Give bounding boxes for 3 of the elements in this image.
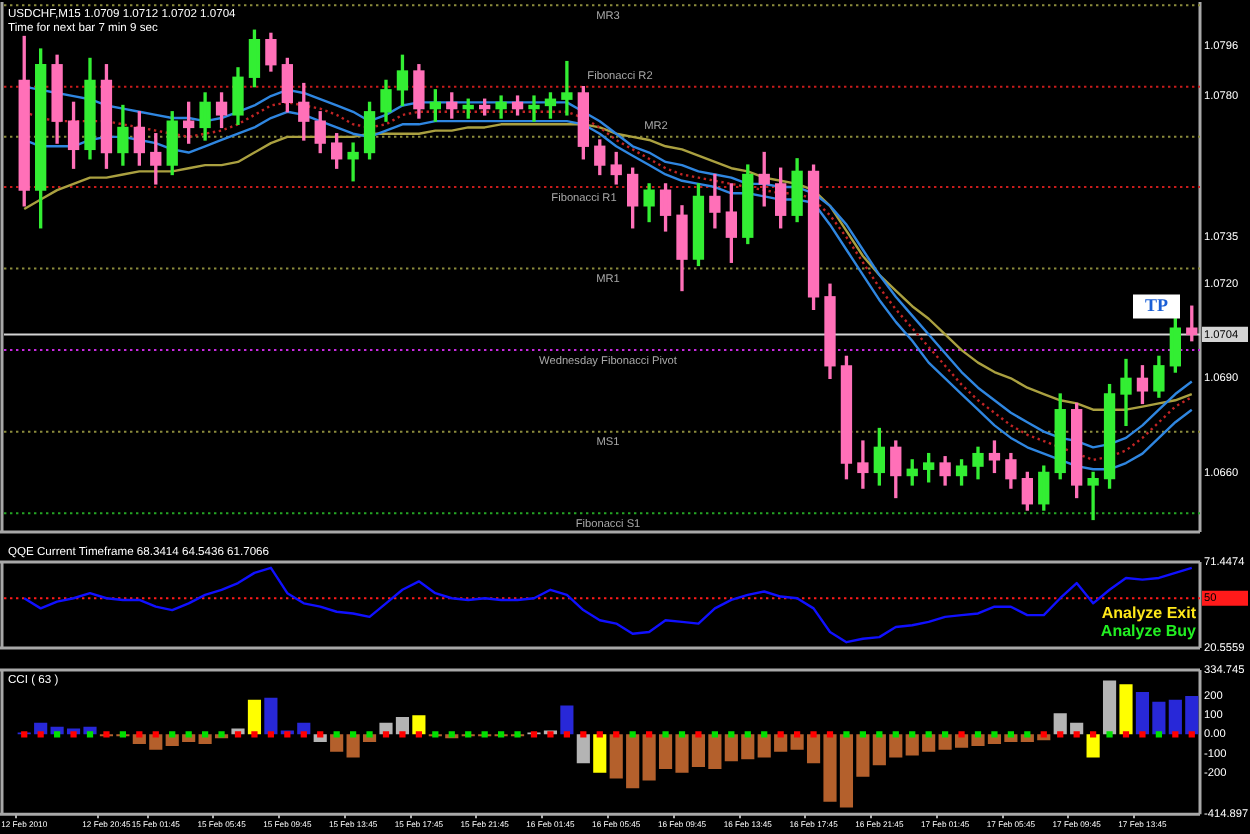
annotation: Analyze Buy [1100, 622, 1198, 641]
annotation: Analyze Exit [1101, 604, 1197, 623]
annotation: TP [1144, 295, 1169, 316]
